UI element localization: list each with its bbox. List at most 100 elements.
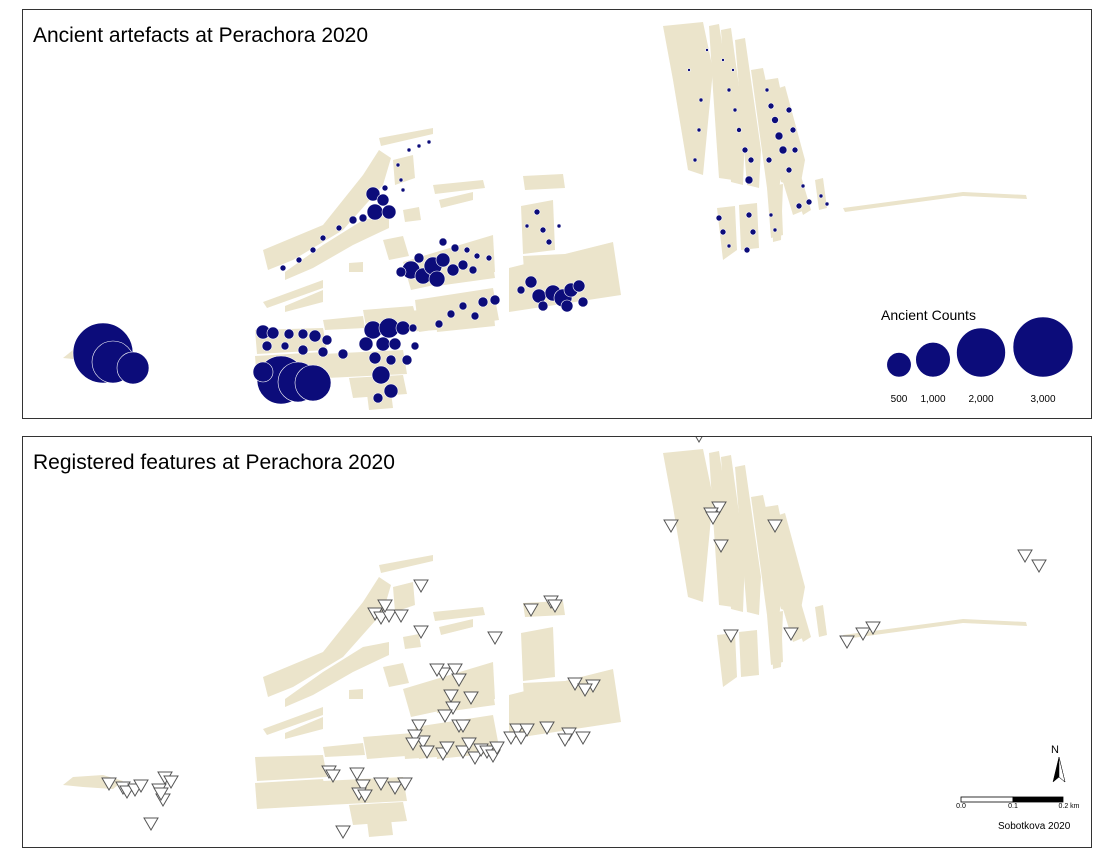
feature-triangle bbox=[557, 733, 573, 747]
survey-field bbox=[393, 155, 415, 185]
feature-triangle bbox=[783, 627, 799, 641]
feature-triangle bbox=[455, 745, 471, 759]
survey-field bbox=[439, 192, 473, 208]
artefact-point bbox=[767, 102, 775, 110]
artefact-point bbox=[337, 348, 349, 360]
artefact-point bbox=[381, 184, 389, 192]
artefact-point bbox=[317, 346, 329, 358]
scale-tick-2: 0.2 km bbox=[1058, 803, 1080, 810]
field-layer bbox=[63, 22, 1027, 410]
survey-field bbox=[393, 582, 415, 612]
artefact-point bbox=[473, 252, 481, 260]
artefact-point bbox=[335, 224, 343, 232]
feature-triangle bbox=[133, 779, 149, 793]
feature-triangle bbox=[509, 723, 525, 737]
survey-field bbox=[717, 633, 737, 687]
survey-field bbox=[523, 174, 565, 190]
artefact-point bbox=[785, 106, 793, 114]
legend-circle bbox=[886, 352, 912, 378]
survey-field bbox=[721, 28, 745, 185]
survey-field bbox=[791, 603, 811, 642]
artefact-point bbox=[426, 139, 432, 145]
feature-triangle bbox=[405, 737, 421, 751]
feature-triangle bbox=[387, 781, 403, 795]
map-credit: Sobotkova 2020 bbox=[998, 821, 1071, 832]
feature-triangle bbox=[429, 663, 445, 677]
feature-triangle bbox=[463, 691, 479, 705]
artefact-point bbox=[372, 392, 384, 404]
artefact-point bbox=[294, 364, 332, 402]
feature-triangle bbox=[153, 787, 169, 801]
artefact-point bbox=[721, 58, 725, 62]
survey-field bbox=[739, 630, 759, 677]
feature-triangle bbox=[855, 627, 871, 641]
artefact-point bbox=[800, 183, 806, 189]
artefact-point bbox=[556, 223, 562, 229]
artefact-point bbox=[741, 146, 749, 154]
feature-triangle bbox=[419, 745, 435, 759]
artefact-point bbox=[116, 351, 150, 385]
artefact-point bbox=[319, 234, 327, 242]
survey-field bbox=[773, 86, 805, 182]
artefact-point bbox=[539, 226, 547, 234]
feature-triangle bbox=[713, 539, 729, 553]
legend-circle bbox=[1012, 316, 1074, 378]
artefact-point bbox=[774, 131, 784, 141]
survey-field bbox=[383, 236, 409, 260]
artefact-point bbox=[560, 299, 574, 313]
feature-triangle bbox=[393, 609, 409, 623]
artefact-point-layer bbox=[72, 48, 830, 405]
artefact-point bbox=[375, 336, 391, 352]
artefact-point bbox=[771, 116, 779, 124]
feature-triangle bbox=[413, 625, 429, 639]
artefact-point bbox=[398, 177, 404, 183]
feature-triangle bbox=[723, 629, 739, 643]
artefact-point bbox=[283, 328, 295, 340]
artefact-point bbox=[401, 354, 413, 366]
artefact-point bbox=[297, 328, 309, 340]
feature-triangle bbox=[839, 635, 855, 649]
feature-triangle bbox=[575, 731, 591, 745]
feature-triangle bbox=[663, 519, 679, 533]
feature-triangle bbox=[373, 777, 389, 791]
artefact-point bbox=[744, 175, 754, 185]
artefact-point bbox=[280, 341, 290, 351]
artefact-point bbox=[297, 344, 309, 356]
legend-label-1000: 1,000 bbox=[920, 394, 946, 405]
feature-triangle bbox=[445, 701, 461, 715]
survey-field bbox=[403, 634, 421, 649]
feature-triangle bbox=[397, 777, 413, 791]
artefact-point bbox=[789, 126, 797, 134]
artefact-point bbox=[533, 208, 541, 216]
artefact-point bbox=[705, 48, 709, 52]
survey-field bbox=[349, 802, 407, 825]
survey-field bbox=[735, 465, 761, 615]
artefact-point bbox=[537, 300, 549, 312]
survey-field bbox=[403, 207, 421, 222]
survey-field bbox=[285, 215, 389, 280]
feature-triangle bbox=[355, 779, 371, 793]
artefact-point bbox=[736, 127, 742, 133]
north-arrow-label: N bbox=[1051, 744, 1059, 756]
artefact-point bbox=[366, 203, 384, 221]
artefact-point bbox=[747, 156, 755, 164]
feature-triangle bbox=[1031, 559, 1047, 573]
artefact-point bbox=[295, 256, 303, 264]
artefact-point bbox=[438, 237, 448, 247]
survey-field bbox=[323, 743, 365, 757]
feature-triangle bbox=[513, 731, 529, 745]
scale-bar-segment-1 bbox=[960, 796, 1014, 803]
survey-field bbox=[663, 22, 713, 175]
feature-triangle bbox=[101, 777, 117, 791]
artefact-point bbox=[687, 68, 691, 72]
artefact-point bbox=[446, 263, 460, 277]
artefact-point bbox=[743, 246, 751, 254]
feature-triangle bbox=[451, 673, 467, 687]
legend-label-2000: 2,000 bbox=[968, 394, 994, 405]
artefact-point bbox=[365, 186, 381, 202]
feature-triangle bbox=[539, 721, 555, 735]
survey-field bbox=[439, 619, 473, 635]
survey-field bbox=[323, 316, 365, 330]
artefact-point bbox=[279, 264, 287, 272]
artefact-point bbox=[778, 145, 788, 155]
